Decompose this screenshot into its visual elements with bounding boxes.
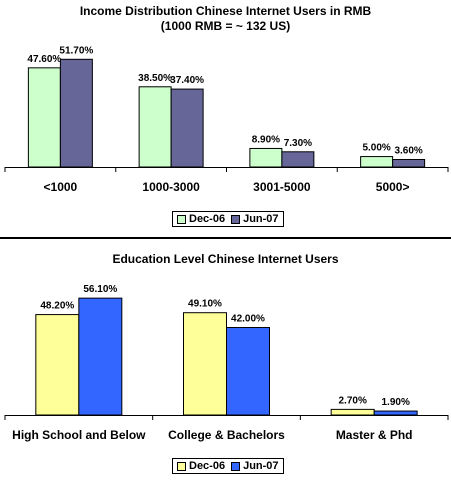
legend-label-jun-07: Jun-07 <box>243 460 279 472</box>
legend-item-jun-07: Jun-07 <box>231 460 279 472</box>
bar-dec-06-0 <box>27 67 61 168</box>
bar-dec-06-3 <box>360 156 394 168</box>
legend-swatch-jun-07 <box>231 214 241 224</box>
bar-jun-07-1 <box>170 88 204 168</box>
legend-swatch-dec-06 <box>177 461 186 471</box>
legend-label-jun-07: Jun-07 <box>243 213 279 225</box>
legend-item-dec-06: Dec-06 <box>177 460 225 472</box>
data-label: 1.90% <box>381 397 409 408</box>
legend-label-dec-06: Dec-06 <box>189 460 226 472</box>
data-label: 8.90% <box>252 134 280 145</box>
data-label: 5.00% <box>362 143 390 154</box>
bar-jun-07-3 <box>392 159 426 168</box>
bar-dec-06-0 <box>35 314 80 416</box>
category-label: <1000 <box>44 180 78 194</box>
category-label: Master & Phd <box>336 428 413 442</box>
education-chart-title-text: Education Level Chinese Internet Users <box>112 252 339 266</box>
legend-swatch-dec-06 <box>177 214 186 224</box>
bar-jun-07-2 <box>373 410 418 416</box>
income-chart: Income Distribution Chinese Internet Use… <box>0 0 451 234</box>
data-label: 3.60% <box>394 146 422 157</box>
bar-jun-07-1 <box>226 327 270 416</box>
bar-jun-07-0 <box>78 297 123 416</box>
bar-jun-07-2 <box>281 151 315 168</box>
category-label: High School and Below <box>12 428 146 442</box>
income-chart-legend: Dec-06 Jun-07 <box>172 211 284 227</box>
education-chart-title: Education Level Chinese Internet Users <box>0 252 451 267</box>
income-chart-title-text: Income Distribution Chinese Internet Use… <box>79 4 372 18</box>
data-label: 47.60% <box>27 54 61 65</box>
bar-dec-06-2 <box>330 408 375 416</box>
data-label: 38.50% <box>138 73 172 84</box>
legend-item-dec-06: Dec-06 <box>177 213 225 225</box>
data-label: 2.70% <box>338 395 366 406</box>
chart-divider <box>0 237 451 239</box>
category-label: College & Bachelors <box>168 428 285 442</box>
category-label: 5000> <box>376 180 410 194</box>
education-chart: Education Level Chinese Internet Users 4… <box>0 240 451 482</box>
legend-label-dec-06: Dec-06 <box>189 213 226 225</box>
legend-item-jun-07: Jun-07 <box>231 213 279 225</box>
data-label: 7.30% <box>284 138 312 149</box>
bar-dec-06-1 <box>183 312 227 416</box>
data-label: 48.20% <box>40 301 74 312</box>
income-chart-plot: 47.60%51.70% <1000 38.50%37.40% 1000-3000 8.… <box>4 45 449 194</box>
data-label: 37.40% <box>170 75 204 86</box>
legend-swatch-jun-07 <box>231 461 241 471</box>
data-label: 51.70% <box>59 45 93 56</box>
data-label: 56.10% <box>83 284 117 295</box>
category-label: 3001-5000 <box>253 180 311 194</box>
bar-dec-06-1 <box>138 86 172 168</box>
bar-dec-06-2 <box>249 147 283 168</box>
income-chart-subtitle: (1000 RMB = ~ 132 US) <box>160 19 291 33</box>
data-label: 42.00% <box>231 314 265 325</box>
bar-jun-07-0 <box>59 58 93 168</box>
category-label: 1000-3000 <box>142 180 200 194</box>
education-chart-plot: 48.20% 56.10% High School and Below 49.10% 4… <box>4 284 449 442</box>
income-chart-title: Income Distribution Chinese Internet Use… <box>0 4 451 34</box>
data-label: 49.10% <box>188 299 222 310</box>
education-chart-legend: Dec-06 Jun-07 <box>172 458 284 474</box>
